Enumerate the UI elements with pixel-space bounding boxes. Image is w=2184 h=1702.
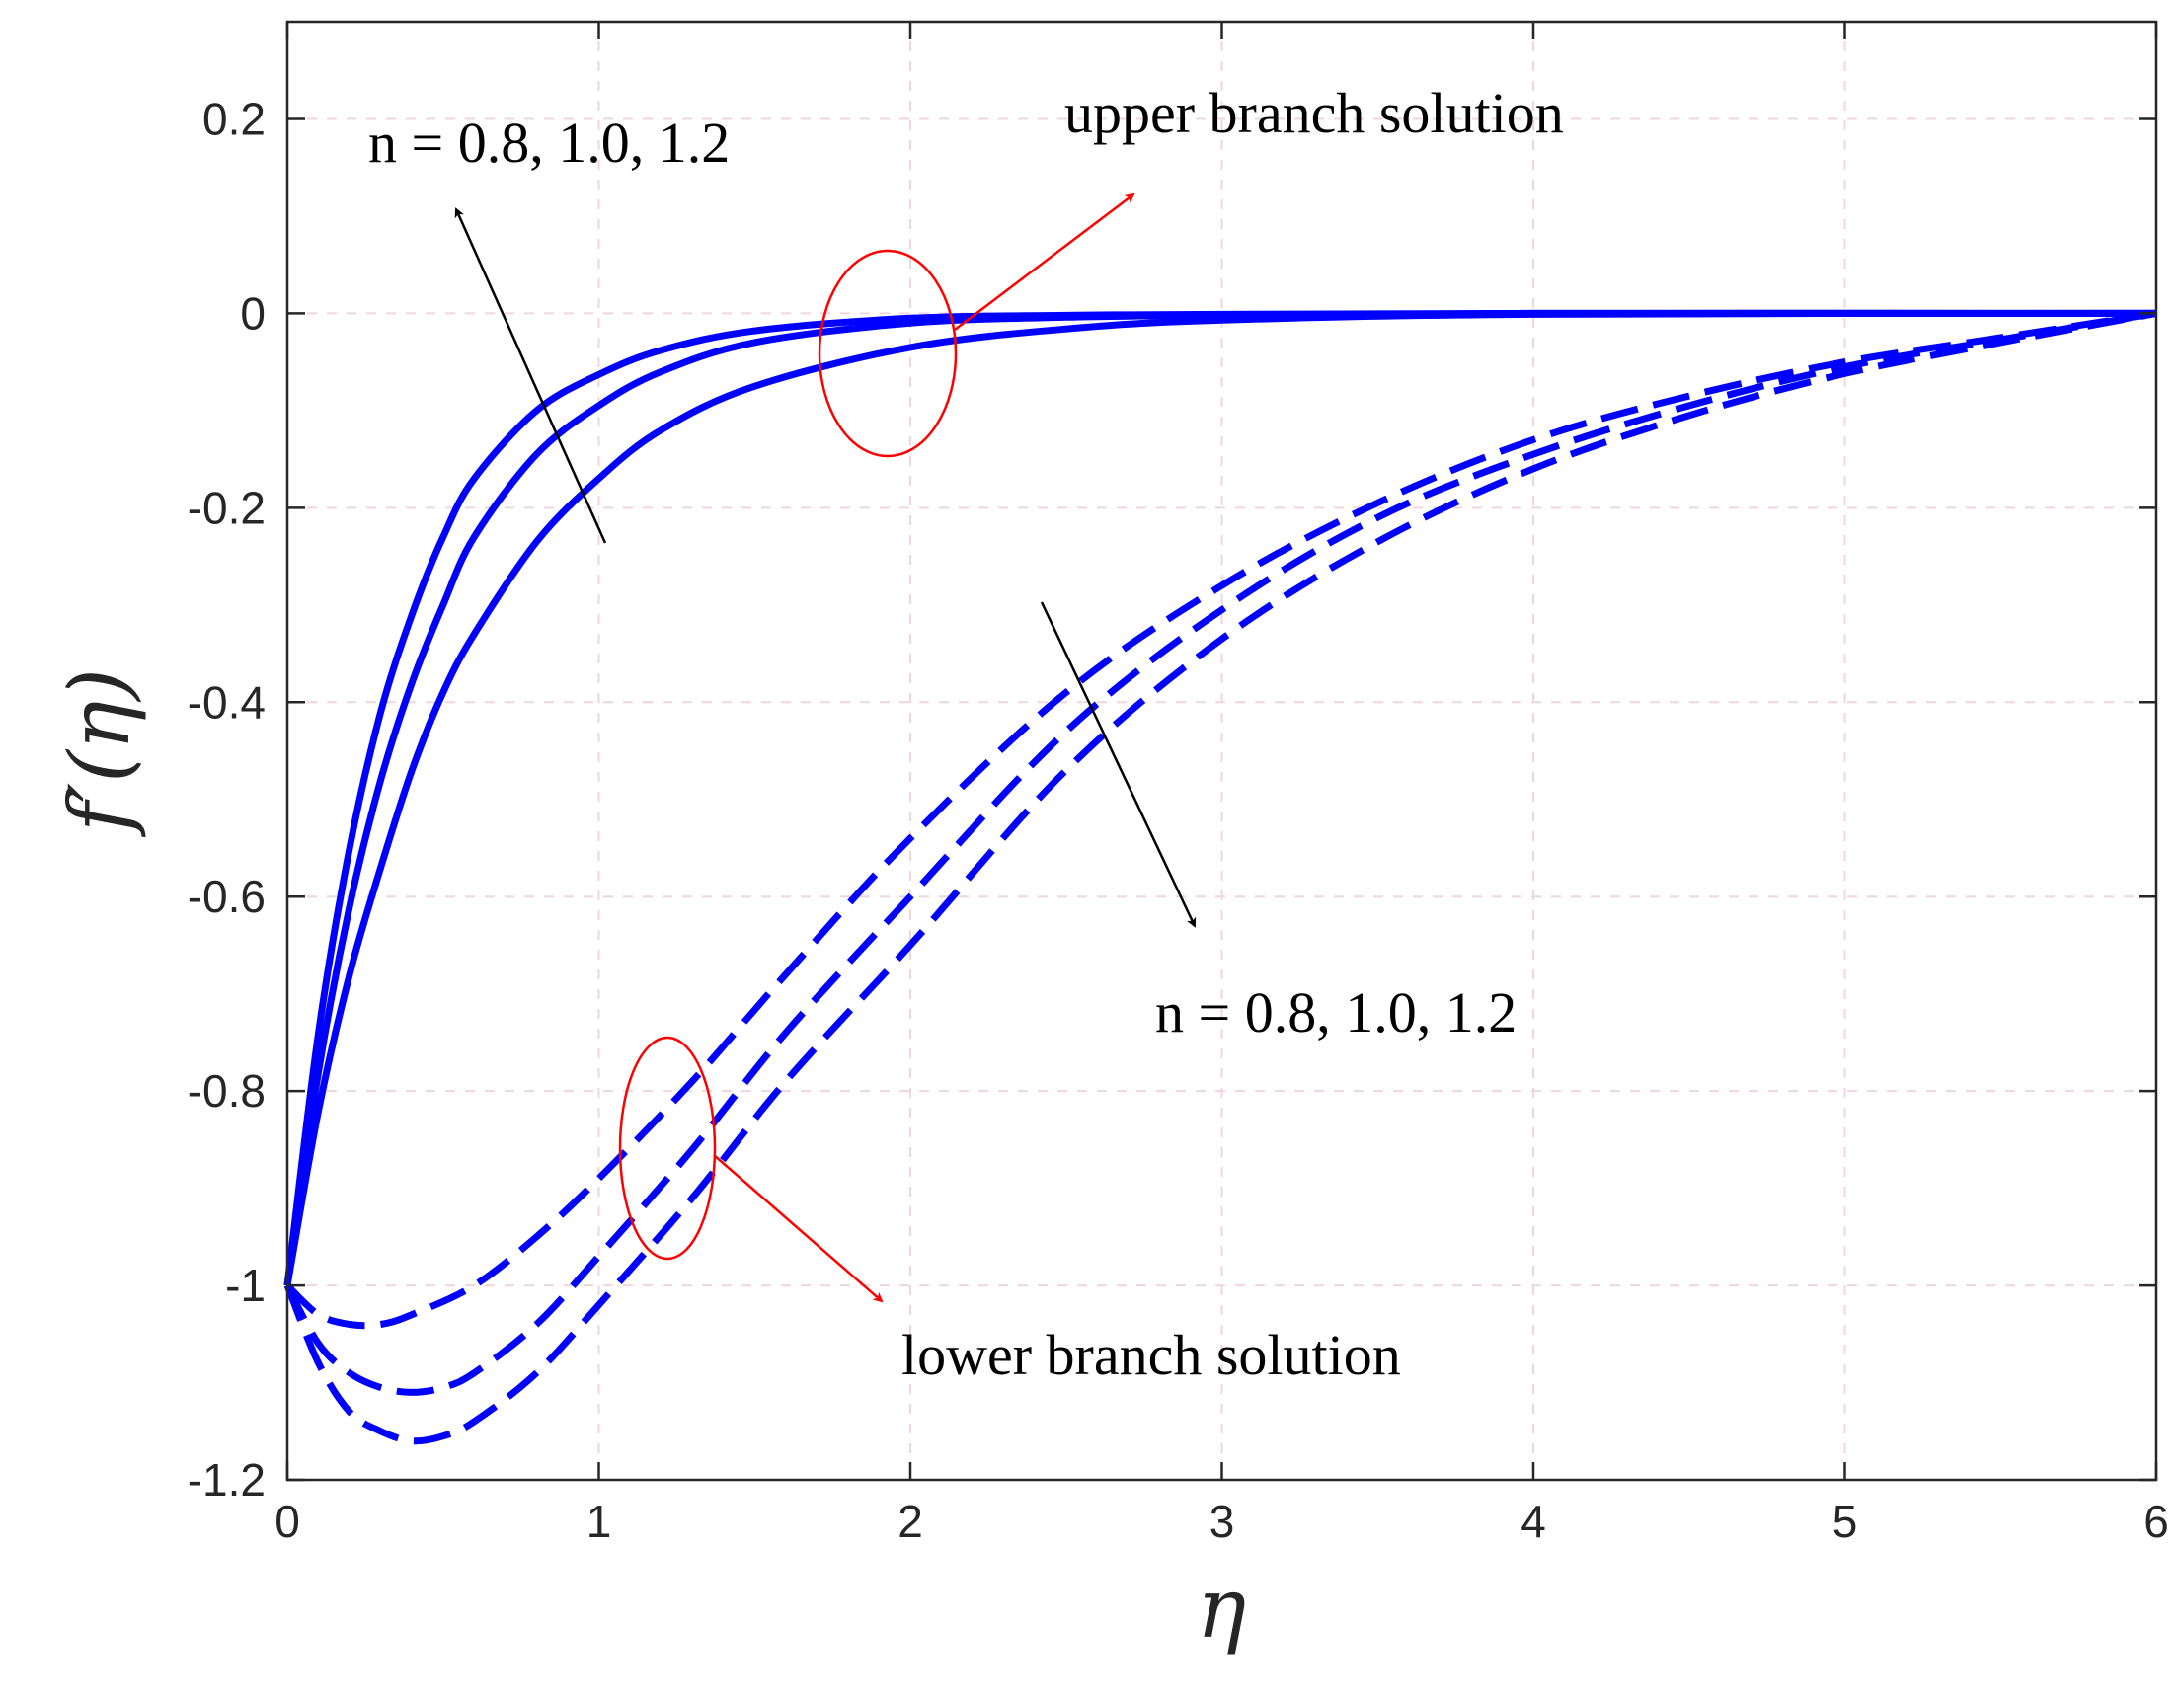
y-tick-label: 0.2 — [202, 93, 266, 144]
y-tick-label: -0.6 — [188, 871, 266, 922]
x-axis-label: η — [1197, 1560, 1246, 1657]
ticks: 0 1 2 3 4 5 6 0.2 0 -0.2 -0.4 -0.6 -0.8 -1 -1.2 — [188, 22, 2169, 1547]
x-tick-label: 4 — [1521, 1496, 1546, 1547]
upper-branch-arrow — [954, 193, 1135, 331]
lower-params-annotation: n = 0.8, 1.0, 1.2 — [1155, 980, 1517, 1044]
lower-branch-annotation: lower branch solution — [901, 1323, 1401, 1387]
y-tick-label: 0 — [240, 287, 266, 339]
y-tick-label: -0.4 — [188, 676, 266, 728]
y-tick-label: -1.2 — [188, 1454, 266, 1506]
y-tick-label: -1 — [225, 1260, 266, 1311]
series-line-upper-n1_2 — [283, 309, 2157, 1286]
x-tick-label: 0 — [274, 1496, 300, 1547]
upper-branch-annotation: upper branch solution — [1064, 81, 1564, 145]
series-group — [283, 309, 2157, 1445]
upper-params-arrow — [454, 207, 607, 544]
series-line-lower-n1_2 — [283, 309, 2157, 1445]
series-line-lower-n0_8 — [284, 309, 2157, 1330]
x-tick-label: 2 — [897, 1496, 923, 1547]
y-axis-label: f′(η) — [51, 668, 148, 838]
x-tick-label: 5 — [1833, 1496, 1858, 1547]
lower-params-arrow — [1040, 601, 1197, 928]
y-tick-label: -0.2 — [188, 482, 266, 533]
x-tick-label: 6 — [2144, 1496, 2169, 1547]
series-line-lower-n1 — [283, 309, 2157, 1396]
lower-branch-ellipse — [618, 1036, 717, 1261]
x-tick-label: 3 — [1209, 1496, 1235, 1547]
lower-branch-arrow — [713, 1154, 884, 1303]
y-tick-label: -0.8 — [188, 1065, 266, 1117]
x-tick-label: 1 — [586, 1496, 612, 1547]
upper-params-annotation: n = 0.8, 1.0, 1.2 — [368, 111, 730, 175]
upper-branch-ellipse — [818, 249, 958, 458]
